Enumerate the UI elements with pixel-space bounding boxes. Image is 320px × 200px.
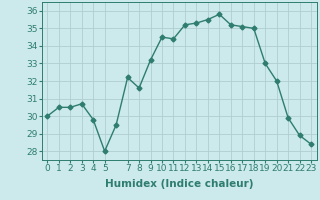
- X-axis label: Humidex (Indice chaleur): Humidex (Indice chaleur): [105, 179, 253, 189]
